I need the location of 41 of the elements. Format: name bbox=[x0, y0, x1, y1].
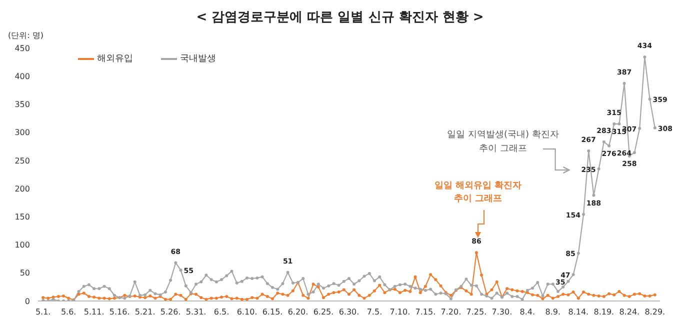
x-tick-label: 8.24. bbox=[619, 308, 640, 317]
x-tick-label: 5.1. bbox=[35, 308, 51, 317]
x-tick-label: 5.6. bbox=[60, 308, 76, 317]
x-tick-label: 7.15. bbox=[415, 308, 436, 317]
x-tick-label: 7.5. bbox=[366, 308, 382, 317]
x-tick-label: 6.10. bbox=[236, 308, 258, 317]
chart-title: < 감염경로구분에 따른 일별 신규 확진자 현황 > bbox=[195, 9, 485, 26]
x-tick-label: 6.15. bbox=[262, 308, 283, 317]
x-tick-label: 8.29. bbox=[644, 308, 666, 317]
x-tick-label: 8.9. bbox=[545, 308, 561, 317]
y-tick-label: 150 bbox=[14, 212, 30, 222]
y-tick-label: 0 bbox=[24, 296, 30, 306]
x-tick-label: 8.14. bbox=[568, 308, 589, 317]
y-axis-title: (단위: 명) bbox=[8, 30, 44, 41]
x-tick-label: 7.10. bbox=[390, 308, 410, 317]
x-tick-label: 5.11. bbox=[84, 308, 104, 317]
x-tick-label: 7.30. bbox=[492, 308, 512, 317]
x-tick-label: 5.16. bbox=[109, 308, 130, 317]
y-tick-label: 300 bbox=[14, 128, 30, 138]
x-tick-label: 5.21. bbox=[134, 308, 156, 317]
annotation: 일일 해외유입 확진자 추이 그래프 bbox=[433, 180, 523, 206]
y-tick-label: 100 bbox=[14, 240, 30, 250]
legend-label: 해외유입 bbox=[97, 53, 133, 65]
x-tick-label: 5.26. bbox=[160, 308, 181, 317]
legend-label: 국내발생 bbox=[180, 53, 216, 65]
y-tick-label: 350 bbox=[14, 100, 30, 110]
x-tick-label: 8.4. bbox=[520, 308, 536, 317]
x-tick-label: 7.20. bbox=[440, 308, 462, 317]
y-tick-label: 250 bbox=[14, 156, 30, 166]
x-tick-label: 6.5. bbox=[214, 308, 230, 317]
x-tick-label: 6.30. bbox=[338, 308, 360, 317]
y-tick-label: 50 bbox=[20, 268, 30, 278]
x-tick-label: 6.20. bbox=[288, 308, 308, 317]
y-tick-label: 450 bbox=[14, 44, 30, 53]
y-tick-label: 400 bbox=[14, 72, 30, 81]
x-tick-label: 6.25. bbox=[313, 308, 334, 317]
x-tick-label: 7.25. bbox=[466, 308, 487, 317]
y-tick-label: 200 bbox=[14, 184, 30, 194]
x-tick-label: 8.19. bbox=[594, 308, 614, 317]
x-tick-label: 5.31. bbox=[186, 308, 206, 317]
annotation: 일일 지역발생(국내) 확진자 추이 그래프 bbox=[446, 129, 560, 156]
